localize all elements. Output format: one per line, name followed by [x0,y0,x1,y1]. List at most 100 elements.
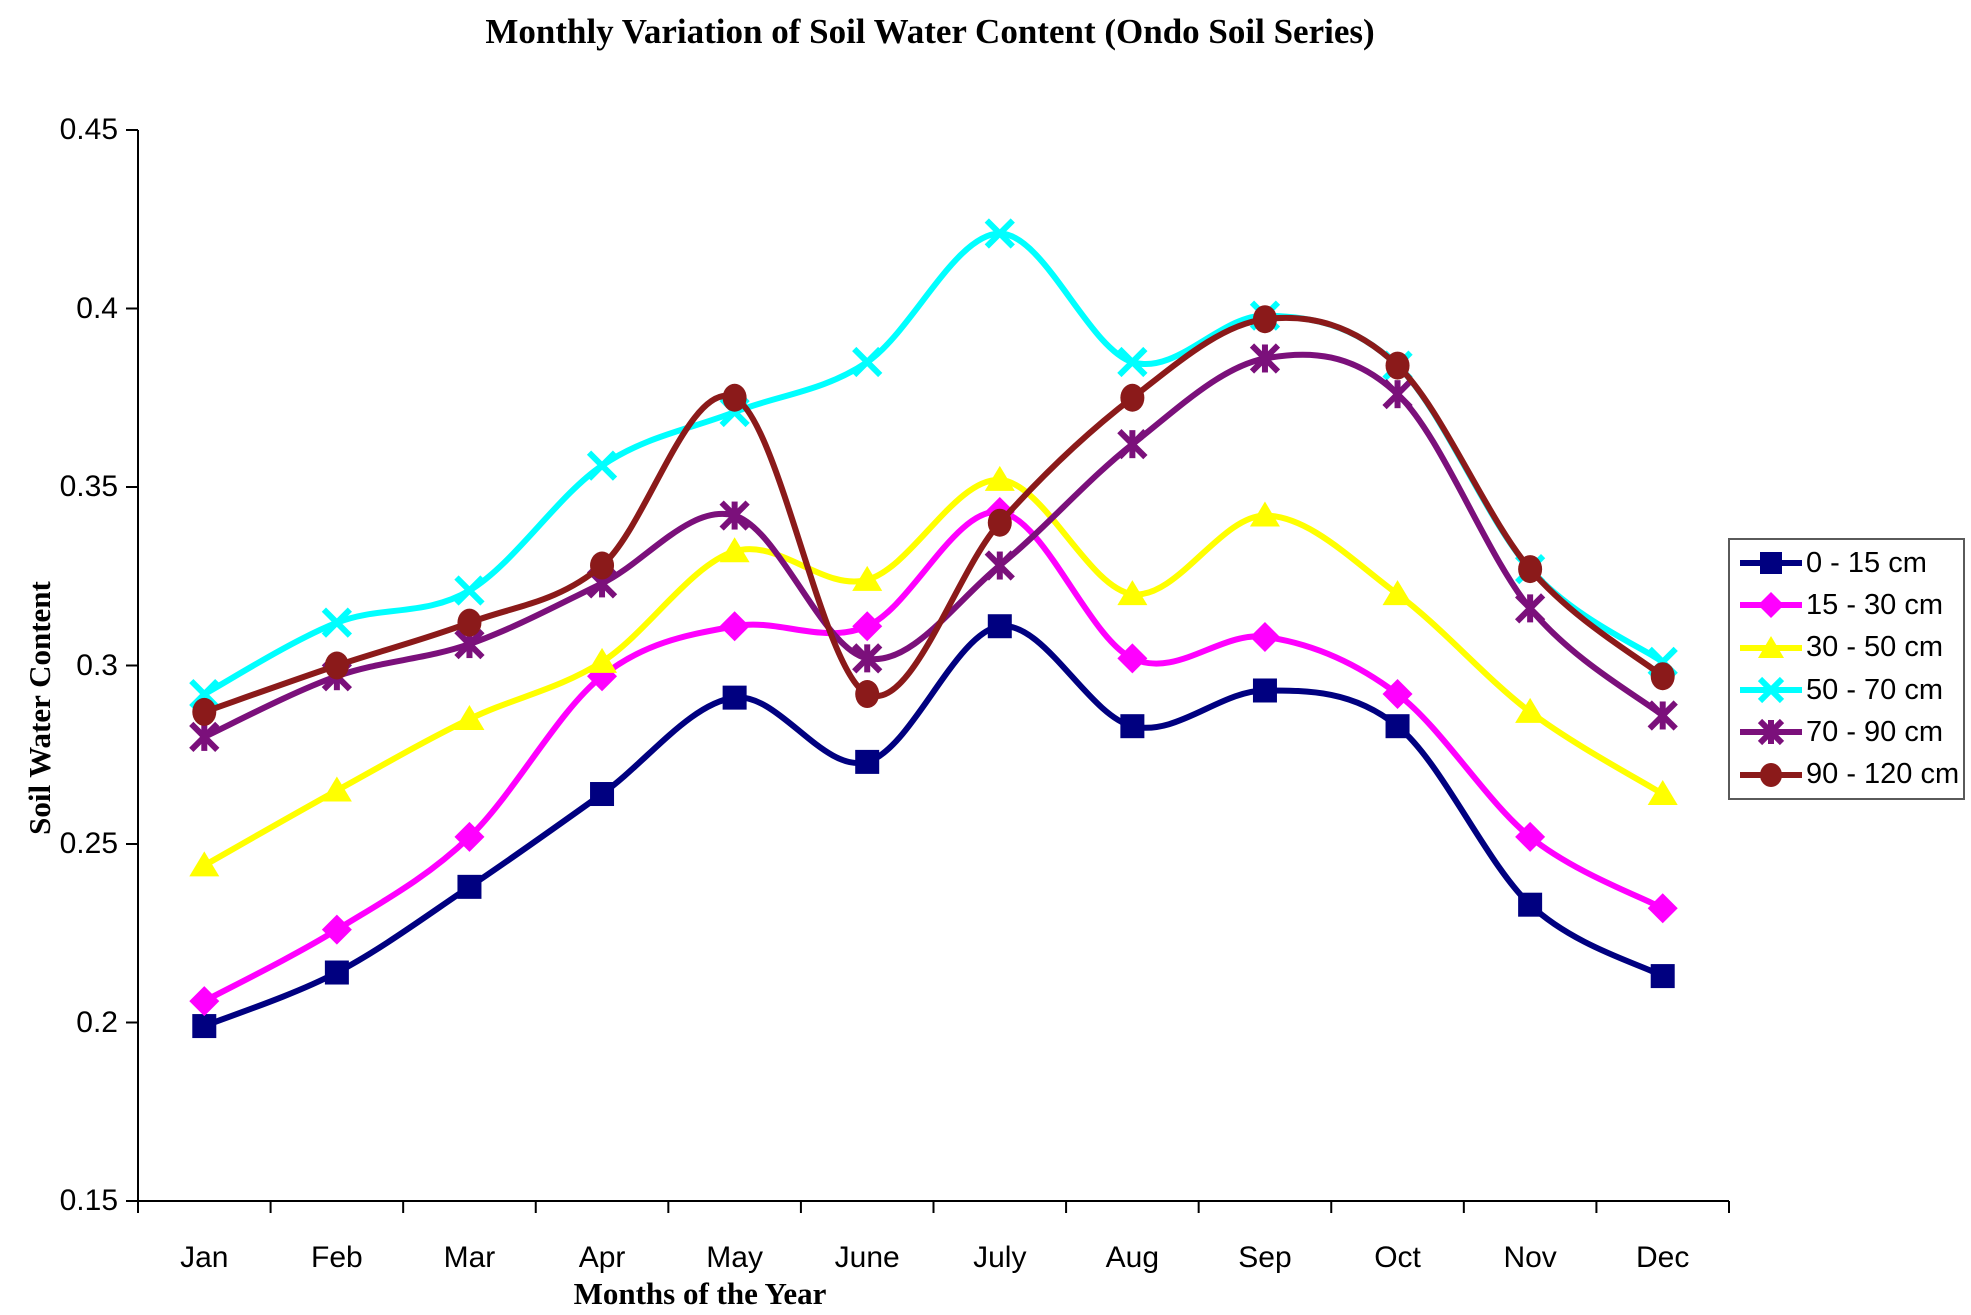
x-tick-label-feb: Feb [311,1241,363,1274]
legend-label: 50 - 70 cm [1806,673,1943,706]
marker-x [454,575,485,606]
marker-diamond [719,611,750,642]
legend-label: 0 - 15 cm [1806,546,1927,579]
marker-circle [457,608,482,637]
marker-circle [192,697,217,726]
legend-label: 90 - 120 cm [1806,758,1960,791]
series-15to30cm [189,496,1678,1017]
marker-square [1518,892,1543,917]
x-tick-label-apr: Apr [578,1241,626,1274]
series-line [201,314,1666,715]
x-tick-label-june: June [834,1241,900,1274]
circle-legend-icon [1740,762,1802,787]
marker-square [324,960,349,985]
marker-triangle [587,647,618,673]
marker-triangle [1515,697,1546,723]
x-legend-icon [1740,677,1802,704]
marker-diamond [1249,621,1280,652]
marker-diamond [454,821,485,852]
marker-circle [1252,305,1277,334]
marker-x [984,218,1015,249]
marker-asterisk [1117,429,1148,460]
marker-diamond [1647,893,1678,924]
square-legend-icon [1740,552,1802,575]
marker-triangle [321,776,352,802]
legend-item-0-15cm: 0 - 15 cm [1738,543,1963,584]
y-tick-label-0.25: 0.25 [59,827,118,860]
marker-x [1117,346,1148,378]
x-tick-label-nov: Nov [1503,1241,1557,1274]
marker-square [457,874,482,899]
y-tick-label-0.15: 0.15 [59,1184,118,1217]
legend-item-30-50cm: 30 - 50 cm [1738,627,1963,668]
legend-item-90-120cm: 90 - 120 cm [1738,754,1963,795]
legend: 0 - 15 cm 15 - 30 cm 30 - 50 cm 50 - 70 cm 7… [1728,538,1965,800]
marker-square [987,614,1012,639]
marker-circle [722,383,747,412]
marker-circle [987,508,1012,537]
marker-asterisk [1647,700,1678,731]
diamond-legend-icon [1740,592,1802,619]
marker-x [586,450,618,481]
marker-square [722,685,747,710]
x-axis-title: Months of the Year [573,1276,827,1311]
series-30to50cm [189,465,1678,877]
marker-asterisk [852,643,883,674]
chart-title: Monthly Variation of Soil Water Content … [485,12,1375,51]
marker-asterisk [1249,343,1281,374]
marker-diamond [1382,679,1413,710]
marker-triangle [189,851,220,877]
marker-circle [1385,351,1410,380]
marker-square [192,1014,217,1039]
marker-triangle [1647,780,1678,806]
series-line [201,476,1666,869]
marker-circle [1120,383,1145,412]
marker-triangle [852,565,883,591]
x-tick-label-sep: Sep [1238,1241,1292,1274]
marker-asterisk [719,500,750,531]
marker-square [590,782,615,807]
marker-triangle [1249,501,1280,527]
marker-diamond [1117,643,1148,674]
y-tick-label-0.45: 0.45 [59,113,118,146]
x-tick-label-dec: Dec [1636,1241,1690,1274]
marker-circle [1518,555,1543,584]
axes [126,129,1730,1213]
marker-asterisk [1515,593,1546,624]
legend-label: 70 - 90 cm [1806,715,1943,748]
marker-asterisk [1382,379,1413,410]
marker-square [1120,714,1145,739]
marker-square [1650,964,1675,989]
x-tick-label-jan: Jan [180,1241,229,1274]
marker-diamond [1515,821,1546,852]
marker-asterisk [189,721,220,753]
y-tick-label-0.4: 0.4 [76,291,118,325]
marker-square [855,749,880,774]
marker-circle [855,680,880,709]
marker-square [1252,678,1277,703]
y-tick-label-0.35: 0.35 [59,470,118,503]
legend-label: 15 - 30 cm [1806,588,1943,621]
marker-circle [324,651,349,680]
x-tick-label-may: May [706,1241,763,1274]
series-90to120cm [192,305,1675,726]
marker-circle [590,551,615,580]
legend-item-15-30cm: 15 - 30 cm [1738,585,1963,626]
legend-label: 30 - 50 cm [1806,631,1943,664]
marker-triangle [984,465,1015,491]
series-line [201,623,1666,1030]
marker-triangle [1117,580,1148,606]
x-tick-label-mar: Mar [443,1241,496,1274]
marker-x [321,607,352,638]
legend-item-50-70cm: 50 - 70 cm [1738,670,1963,711]
marker-diamond [189,986,220,1017]
x-tick-label-july: July [973,1241,1027,1274]
marker-x [852,346,883,378]
marker-triangle [1382,580,1413,606]
marker-diamond [852,611,883,642]
series-0to15cm [192,614,1675,1039]
y-tick-label-0.3: 0.3 [76,648,118,682]
asterisk-legend-icon [1740,719,1802,746]
marker-asterisk [984,550,1015,581]
